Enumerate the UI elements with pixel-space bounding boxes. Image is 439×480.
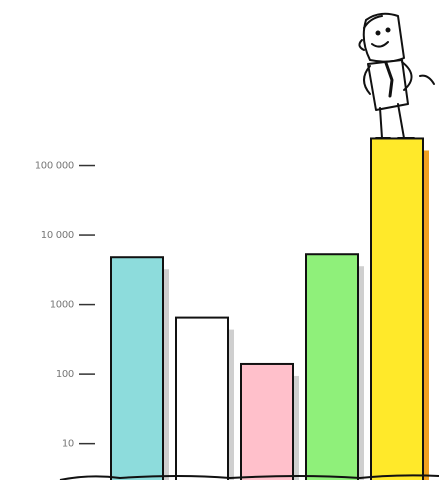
bar [175,316,229,480]
y-tick-label: 100 000 [35,161,74,172]
y-tick-label: 100 [56,369,74,380]
plot: 10 100 1000 10 000 100 000 [35,137,429,480]
bar [370,137,424,480]
y-tick-label: 10 [62,439,74,450]
bar [305,253,359,480]
ground-line [59,474,439,480]
y-tick-label: 1000 [50,300,74,311]
cartoon-man [358,12,435,139]
bar [240,362,294,480]
bar [110,256,164,480]
y-tick-label: 10 000 [41,230,74,241]
